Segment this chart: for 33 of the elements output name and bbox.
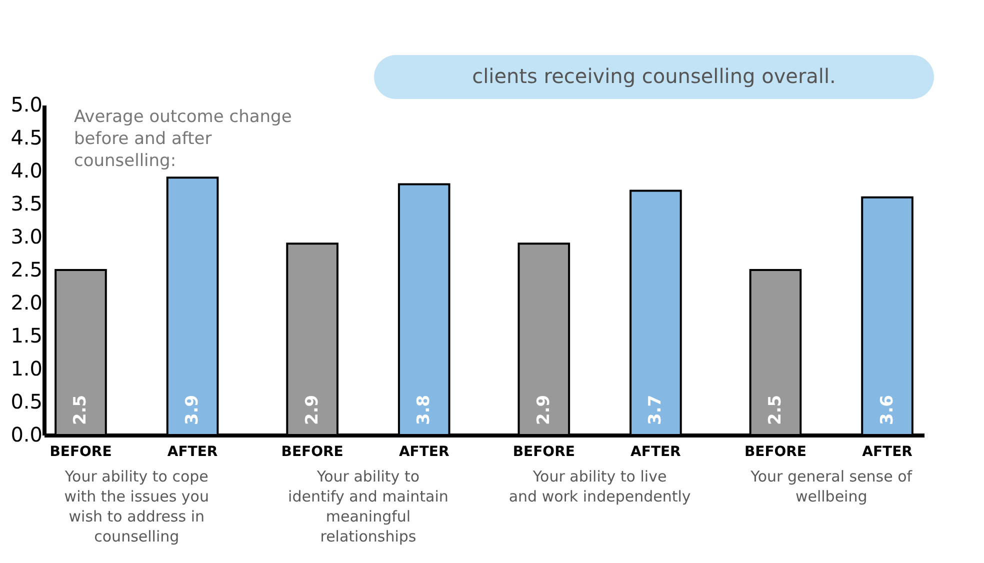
series-label: BEFORE [512, 444, 575, 460]
text: AFTER [398, 444, 450, 460]
x-tick-label: Your ability to identify and maintain meaningful relationships [288, 468, 448, 546]
x-tick-label: Your ability to live and work independently [508, 468, 691, 506]
text: AFTER [630, 444, 681, 460]
data-label: 2.9 [302, 394, 322, 425]
y-tick-label: 2.0 [10, 290, 42, 314]
data-label: 2.9 [534, 394, 554, 425]
text: BEFORE [50, 444, 112, 460]
y-tick-label: 3.0 [10, 224, 42, 248]
x-tick-label: Your ability to cope with the issues you wish to address in counselling [64, 468, 209, 546]
y-tick-label: 1.0 [10, 356, 42, 380]
data-label: 3.8 [414, 394, 434, 425]
text: BEFORE [281, 444, 344, 460]
series-label: AFTER [167, 444, 218, 460]
data-label: 2.5 [70, 394, 91, 425]
data-label: 3.7 [646, 394, 666, 425]
y-tick-label: 2.5 [10, 258, 42, 282]
text: Average outcome change before and after counselling: [74, 107, 292, 171]
y-tick-label: 4.5 [10, 126, 42, 150]
y-tick-label: 0.0 [10, 422, 42, 446]
x-tick-label: Your general sense of wellbeing [750, 468, 913, 506]
text: clients receiving counselling overall. [472, 64, 836, 88]
text: BEFORE [744, 444, 806, 460]
data-label: 2.5 [765, 394, 786, 425]
y-tick-label: 0.5 [10, 390, 42, 414]
y-tick-label: 3.5 [10, 192, 42, 216]
data-label: 3.9 [182, 394, 203, 425]
text: AFTER [862, 444, 912, 460]
data-label: 3.6 [877, 394, 898, 425]
y-tick-label: 1.5 [10, 324, 42, 348]
y-tick-label: 5.0 [10, 92, 42, 116]
y-tick-label: 4.0 [10, 158, 42, 182]
